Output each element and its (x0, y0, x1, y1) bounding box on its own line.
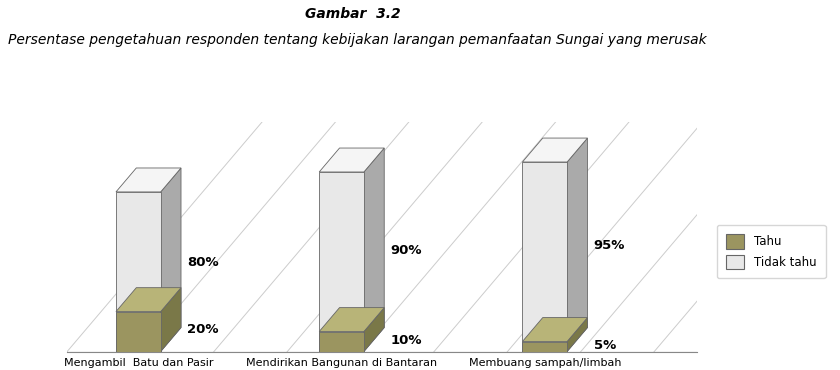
Polygon shape (160, 287, 181, 352)
Polygon shape (116, 312, 160, 351)
Text: 90%: 90% (391, 245, 422, 258)
Polygon shape (522, 342, 567, 351)
Polygon shape (522, 162, 567, 352)
Text: Persentase pengetahuan responden tentang kebijakan larangan pemanfaatan Sungai y: Persentase pengetahuan responden tentang… (8, 33, 707, 47)
Legend: Tahu, Tidak tahu: Tahu, Tidak tahu (717, 225, 826, 278)
Polygon shape (567, 138, 587, 352)
Polygon shape (522, 317, 587, 342)
Polygon shape (319, 148, 384, 172)
Polygon shape (116, 287, 181, 312)
Text: 95%: 95% (594, 239, 625, 252)
Text: 5%: 5% (594, 339, 616, 352)
Text: Gambar  3.2: Gambar 3.2 (305, 7, 401, 21)
Polygon shape (116, 192, 160, 352)
Polygon shape (319, 307, 384, 332)
Polygon shape (364, 307, 384, 352)
Text: 80%: 80% (187, 256, 218, 269)
Polygon shape (160, 168, 181, 352)
Polygon shape (116, 168, 181, 192)
Polygon shape (319, 172, 364, 352)
Text: 20%: 20% (187, 323, 218, 336)
Polygon shape (567, 317, 587, 352)
Polygon shape (319, 332, 364, 351)
Polygon shape (522, 138, 587, 162)
Polygon shape (364, 148, 384, 352)
Text: 10%: 10% (391, 334, 422, 347)
